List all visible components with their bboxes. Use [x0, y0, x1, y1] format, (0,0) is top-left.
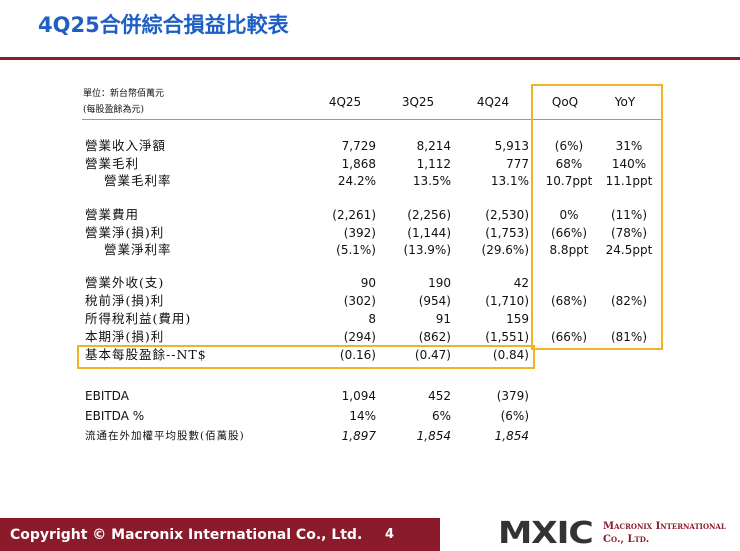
cell: (1,710): [485, 294, 529, 308]
cell: 8: [368, 312, 376, 326]
cell: 14%: [349, 408, 376, 423]
column-header: YoY: [614, 95, 636, 109]
row-label: 所得稅利益(費用): [85, 311, 192, 326]
title: 4Q25合併綜合損益比較表: [38, 13, 289, 37]
cell: 7,729: [341, 139, 376, 153]
row-label: 營業外收(支): [85, 275, 165, 290]
cell: (81%): [610, 330, 648, 344]
unit-note: 單位：新台幣佰萬元: [83, 89, 165, 99]
logo: MXIC: [498, 516, 594, 551]
cell: (294): [343, 330, 376, 344]
cell: (6%): [500, 408, 529, 423]
cell: 42: [513, 276, 529, 290]
cell: 190: [428, 276, 451, 290]
column-header: 3Q25: [401, 95, 435, 109]
row-label: 營業毛利率: [104, 173, 172, 189]
cell: (379): [496, 389, 529, 403]
cell: (6%): [554, 139, 584, 153]
highlight-box: [77, 345, 535, 369]
row-label: 營業收入淨額: [85, 138, 167, 153]
cell: 6%: [431, 408, 451, 423]
cell: (862): [418, 330, 451, 344]
cell: (0.47): [414, 348, 451, 362]
page-number: 4: [385, 527, 395, 542]
cell: 1,854: [494, 428, 529, 443]
header-rule: [82, 119, 662, 120]
cell: (82%): [610, 294, 648, 308]
cell: (1,753): [485, 225, 529, 240]
cell: (1,144): [407, 225, 451, 240]
cell: 159: [506, 312, 529, 326]
row-label: EBITDA: [85, 389, 129, 403]
cell: 8.8ppt: [549, 243, 589, 258]
cell: 1,112: [416, 156, 451, 171]
cell: 10.7ppt: [545, 174, 593, 189]
cell: 24.5ppt: [605, 243, 653, 258]
copyright: Copyright © Macronix International Co., …: [10, 527, 363, 543]
row-label: 稅前淨(損)利: [85, 293, 165, 308]
cell: (0.16): [339, 348, 376, 362]
cell: (78%): [610, 225, 648, 240]
cell: 91: [435, 312, 451, 326]
cell: 8,214: [416, 139, 451, 153]
row-label: 基本每股盈餘--NT$: [85, 347, 207, 362]
row-label: 營業費用: [85, 207, 140, 222]
cell: 1,094: [341, 389, 376, 403]
cell: (68%): [550, 294, 588, 308]
title-rule: [0, 57, 740, 60]
cell: 140%: [611, 156, 647, 171]
cell: (2,261): [332, 208, 376, 222]
footer-bar: [0, 518, 440, 551]
cell: 11.1ppt: [605, 174, 653, 189]
cell: (13.9%): [403, 243, 451, 258]
column-header: 4Q24: [476, 95, 510, 109]
row-label: EBITDA %: [85, 408, 145, 423]
row-label: 營業淨(損)利: [85, 224, 165, 240]
row-label: 營業淨利率: [104, 242, 172, 258]
cell: 13.1%: [490, 174, 529, 189]
row-label: 本期淨(損)利: [85, 329, 165, 344]
cell: 5,913: [494, 139, 529, 153]
company-name: Macronix International Co., Ltd.: [603, 521, 726, 545]
cell: 1,897: [341, 428, 376, 443]
column-header: 4Q25: [328, 95, 362, 109]
cell: (0.84): [492, 348, 529, 362]
cell: 1,868: [341, 156, 376, 171]
cell: (954): [418, 294, 451, 308]
unit-note: (每股盈餘為元): [83, 105, 145, 115]
cell: 777: [506, 156, 529, 171]
cell: (392): [343, 225, 376, 240]
row-label: 流通在外加權平均股數(佰萬股): [85, 429, 245, 442]
cell: 68%: [555, 156, 583, 171]
highlight-box: [531, 84, 663, 350]
cell: (66%): [550, 330, 588, 344]
cell: (1,551): [485, 330, 529, 344]
cell: 13.5%: [412, 174, 451, 189]
cell: (66%): [550, 225, 588, 240]
cell: 452: [428, 389, 451, 403]
cell: (302): [343, 294, 376, 308]
cell: (2,256): [407, 208, 451, 222]
cell: 31%: [615, 139, 643, 153]
cell: (5.1%): [336, 243, 376, 258]
cell: 1,854: [416, 428, 451, 443]
cell: (2,530): [485, 208, 529, 222]
cell: (29.6%): [481, 243, 529, 258]
cell: 0%: [559, 208, 579, 222]
column-header: QoQ: [551, 95, 579, 109]
row-label: 營業毛利: [85, 155, 140, 171]
cell: 24.2%: [337, 174, 376, 189]
cell: 90: [360, 276, 376, 290]
cell: (11%): [610, 208, 648, 222]
